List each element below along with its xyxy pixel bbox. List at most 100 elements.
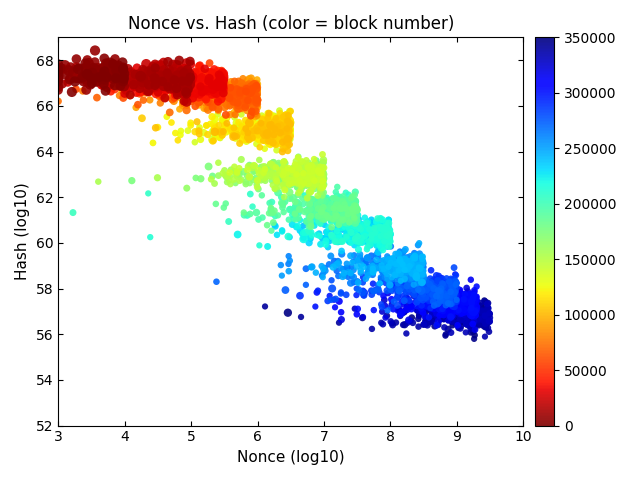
Point <box>445 275 456 283</box>
Point <box>310 175 321 182</box>
Point <box>186 92 196 99</box>
Point <box>451 308 461 315</box>
Point <box>282 175 292 183</box>
Point <box>451 271 461 279</box>
Point <box>215 77 225 85</box>
Point <box>240 131 250 139</box>
Point <box>447 286 458 293</box>
Point <box>330 203 340 211</box>
Point <box>418 267 428 275</box>
Point <box>300 192 310 199</box>
Point <box>415 284 426 291</box>
Point <box>167 81 177 88</box>
Point <box>340 205 350 213</box>
Point <box>212 110 223 118</box>
Point <box>200 65 210 72</box>
Point <box>481 318 492 325</box>
Point <box>228 86 239 94</box>
Point <box>426 300 436 308</box>
Point <box>321 213 332 220</box>
Point <box>89 67 99 74</box>
Point <box>268 136 278 144</box>
Point <box>175 80 186 88</box>
Point <box>262 132 272 140</box>
Point <box>346 263 356 271</box>
Point <box>332 202 342 209</box>
Point <box>136 89 146 97</box>
Point <box>398 272 408 280</box>
Point <box>173 83 183 91</box>
Point <box>309 168 319 176</box>
Point <box>104 71 114 78</box>
Point <box>310 204 321 212</box>
Point <box>232 90 242 98</box>
Point <box>471 309 481 316</box>
Point <box>53 78 63 85</box>
Point <box>438 312 449 319</box>
Point <box>319 180 329 188</box>
Point <box>313 166 323 174</box>
Point <box>381 232 392 240</box>
Point <box>349 213 360 221</box>
Point <box>337 204 348 212</box>
Point <box>444 285 454 293</box>
Point <box>403 285 413 293</box>
Point <box>141 69 151 76</box>
Point <box>184 70 195 78</box>
Point <box>150 74 160 82</box>
Point <box>454 296 464 303</box>
Point <box>284 129 294 136</box>
Point <box>373 286 383 294</box>
Point <box>268 129 278 136</box>
Point <box>413 287 424 294</box>
Point <box>413 265 423 273</box>
Point <box>460 306 470 313</box>
Point <box>364 235 374 242</box>
Point <box>252 103 262 111</box>
Point <box>440 301 451 309</box>
Point <box>145 84 155 92</box>
Point <box>428 298 438 305</box>
Point <box>193 83 203 91</box>
Point <box>354 221 364 229</box>
Point <box>326 207 336 215</box>
Point <box>449 307 459 315</box>
Point <box>303 168 314 176</box>
Point <box>418 258 428 265</box>
Point <box>179 67 189 74</box>
Point <box>93 76 104 84</box>
Point <box>367 220 377 228</box>
Point <box>321 197 331 204</box>
Point <box>233 97 243 105</box>
Point <box>260 120 271 128</box>
Point <box>310 179 320 186</box>
Point <box>354 221 364 229</box>
Point <box>245 210 255 218</box>
Point <box>232 96 243 104</box>
Point <box>404 277 415 285</box>
Point <box>451 294 461 301</box>
Point <box>227 84 237 92</box>
Point <box>183 94 193 102</box>
Point <box>470 306 481 314</box>
Point <box>174 86 184 94</box>
Point <box>440 302 451 310</box>
Point <box>248 97 259 105</box>
Point <box>462 300 472 308</box>
Point <box>115 72 125 79</box>
Point <box>252 88 262 96</box>
Point <box>386 318 396 325</box>
Point <box>471 303 481 311</box>
Point <box>234 119 244 126</box>
Point <box>354 286 364 293</box>
Point <box>211 77 221 85</box>
Point <box>435 312 445 319</box>
Point <box>272 132 282 140</box>
Point <box>454 310 464 318</box>
Point <box>266 160 276 168</box>
Point <box>314 178 324 185</box>
Point <box>170 77 180 85</box>
Point <box>207 69 217 76</box>
Point <box>383 243 393 251</box>
Point <box>285 169 296 177</box>
